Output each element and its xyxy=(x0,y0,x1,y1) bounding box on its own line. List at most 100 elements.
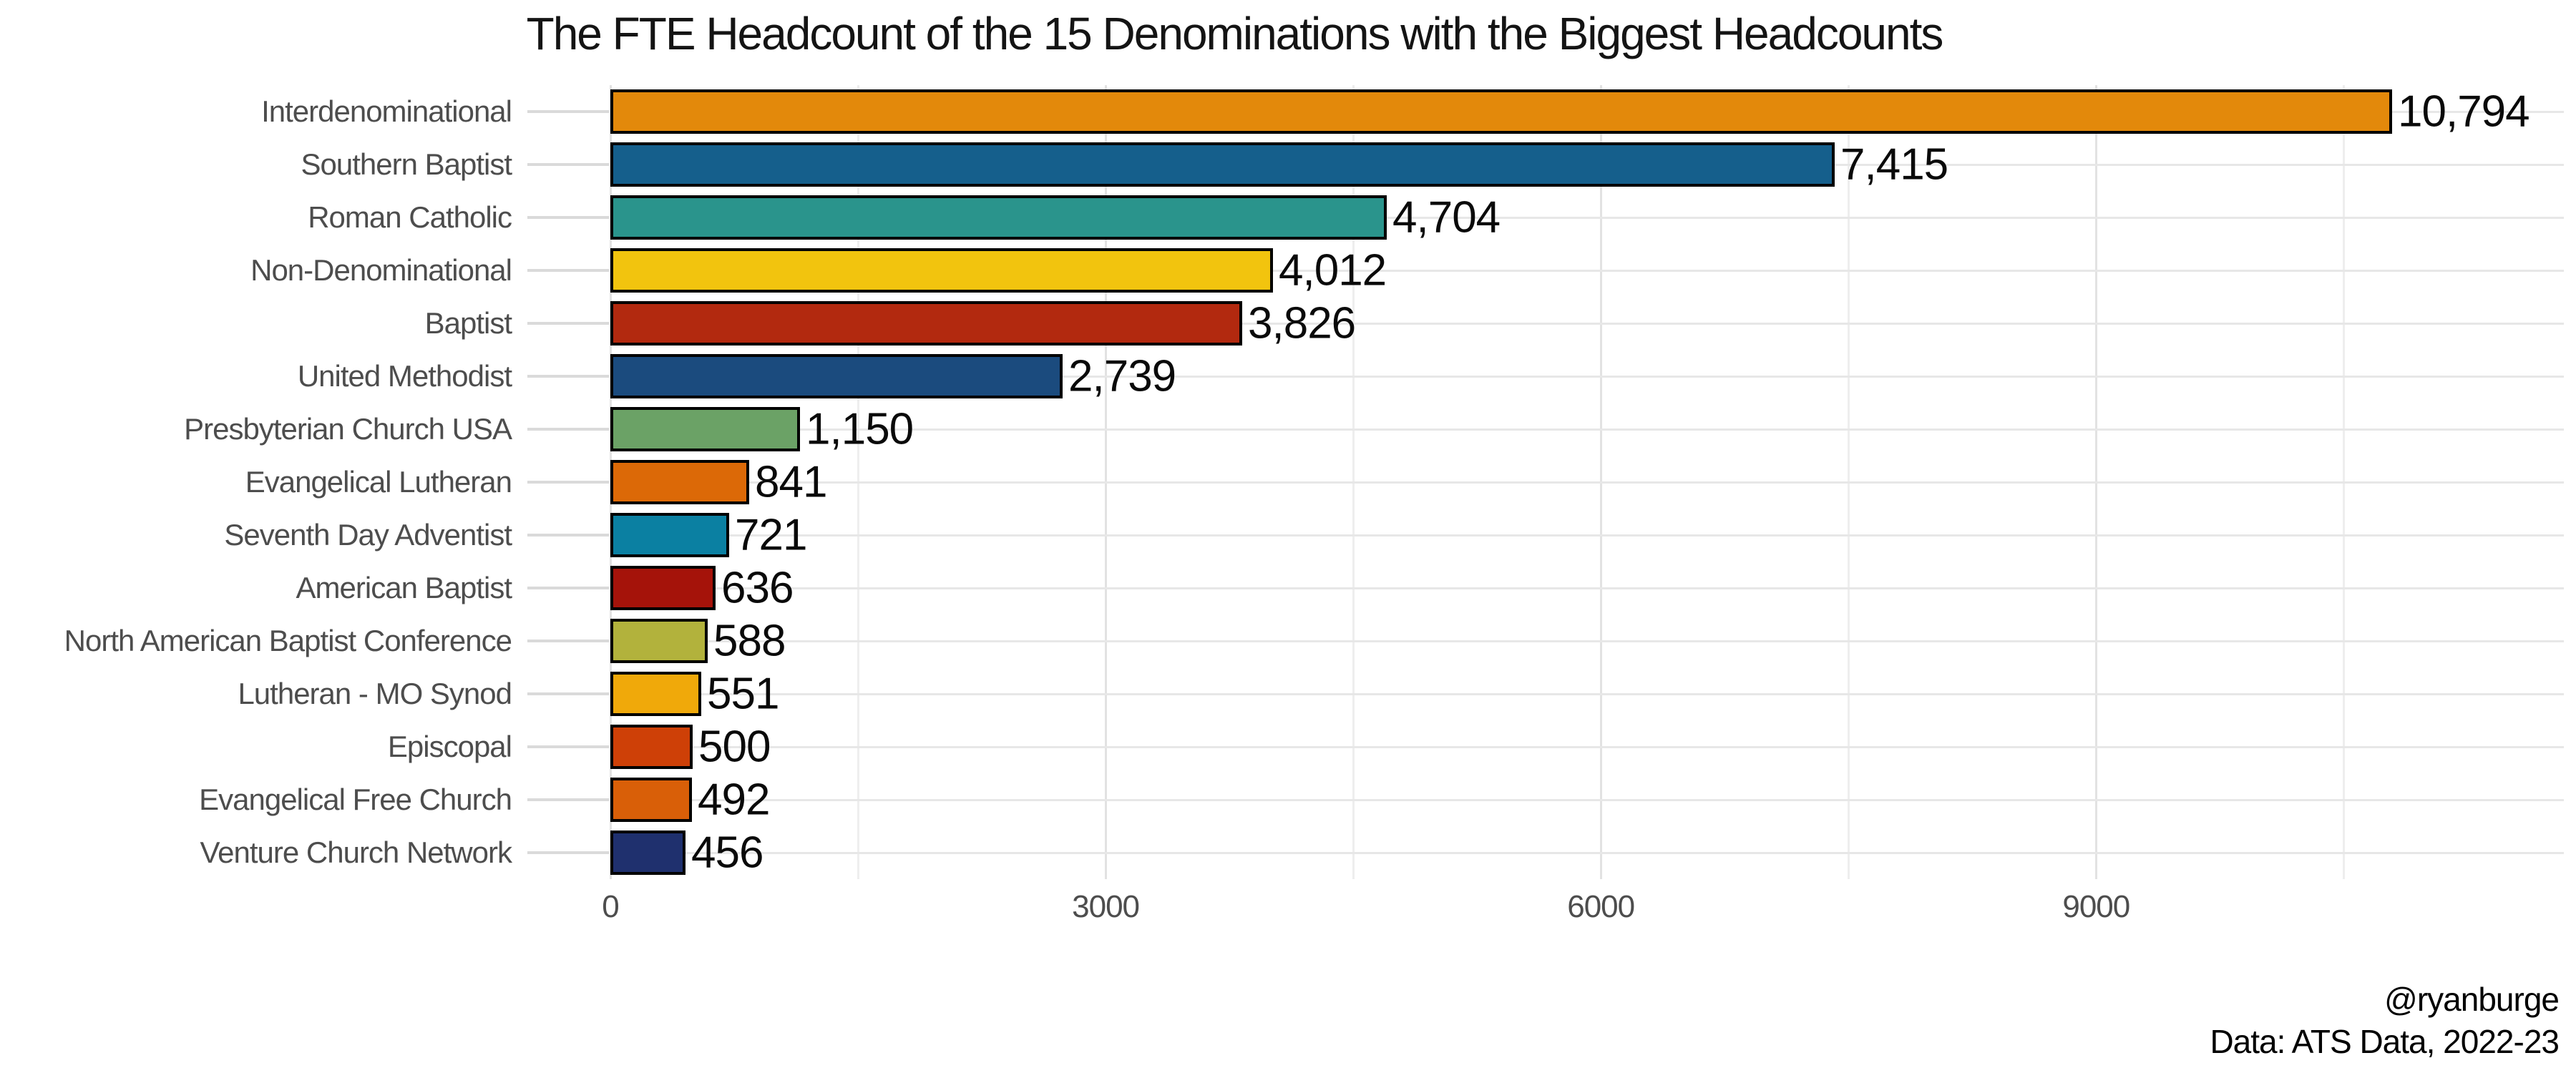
y-axis-label: Lutheran - MO Synod xyxy=(238,677,512,710)
y-axis-row: Southern Baptist xyxy=(0,138,610,191)
y-axis-label: Southern Baptist xyxy=(301,147,512,181)
y-axis-label: Baptist xyxy=(424,306,512,340)
category-gridline xyxy=(610,534,2564,536)
y-axis-tick xyxy=(527,322,609,325)
y-axis-label: Evangelical Lutheran xyxy=(245,465,512,499)
y-axis-tick xyxy=(527,216,609,219)
y-axis-tick xyxy=(527,481,609,484)
y-axis-label: Evangelical Free Church xyxy=(199,783,512,816)
bar-interdenominational xyxy=(610,89,2392,134)
y-axis-label: Episcopal xyxy=(387,730,512,763)
y-axis-row: Lutheran - MO Synod xyxy=(0,667,610,720)
bar-presbyterian-church-usa xyxy=(610,407,800,451)
y-axis-tick xyxy=(527,163,609,166)
bar-southern-baptist xyxy=(610,142,1835,187)
y-axis-tick xyxy=(527,375,609,378)
y-axis-label: Non-Denominational xyxy=(250,253,512,287)
caption-source: Data: ATS Data, 2022-23 xyxy=(2210,1022,2560,1060)
y-axis-tick xyxy=(527,587,609,589)
bar-value-label: 588 xyxy=(713,616,786,666)
y-axis-label: Seventh Day Adventist xyxy=(224,518,512,552)
category-gridline xyxy=(610,322,2564,325)
bar-non-denominational xyxy=(610,248,1273,293)
bar-episcopal xyxy=(610,725,693,769)
bar-value-label: 636 xyxy=(721,563,794,613)
y-axis-row: Evangelical Lutheran xyxy=(0,456,610,509)
bar-evangelical-lutheran xyxy=(610,460,749,504)
bar-value-label: 7,415 xyxy=(1840,139,1948,190)
bar-value-label: 10,794 xyxy=(2398,87,2530,137)
y-axis-row: Roman Catholic xyxy=(0,191,610,244)
y-axis-label: Interdenominational xyxy=(261,94,512,128)
category-gridline xyxy=(610,269,2564,272)
category-gridline xyxy=(610,798,2564,801)
bar-value-label: 721 xyxy=(735,510,807,560)
y-axis-row: Seventh Day Adventist xyxy=(0,509,610,562)
bar-american-baptist xyxy=(610,566,716,610)
bar-value-label: 4,704 xyxy=(1392,192,1501,242)
plot-panel: 10,794 7,415 4,704 4,012 3,826 2,739 1,150 841 7… xyxy=(610,85,2564,879)
category-gridline xyxy=(610,428,2564,431)
y-axis-label: American Baptist xyxy=(296,571,512,604)
y-axis-label: North American Baptist Conference xyxy=(64,624,512,657)
y-axis-tick xyxy=(527,269,609,272)
category-gridline xyxy=(610,692,2564,695)
bar-value-label: 1,150 xyxy=(806,404,914,454)
y-axis-labels: Interdenominational Southern Baptist Roman… xyxy=(0,85,610,879)
y-axis-row: Presbyterian Church USA xyxy=(0,403,610,456)
bar-value-label: 492 xyxy=(698,775,770,825)
y-axis-row: American Baptist xyxy=(0,562,610,614)
x-axis-tick-label: 9000 xyxy=(2062,889,2130,924)
y-axis-row: Evangelical Free Church xyxy=(0,773,610,826)
bar-value-label: 551 xyxy=(707,669,779,719)
bar-value-label: 841 xyxy=(755,457,827,507)
chart-title: The FTE Headcount of the 15 Denomination… xyxy=(526,8,1944,59)
category-gridline xyxy=(610,375,2564,378)
x-axis-labels: 0 3000 6000 9000 xyxy=(602,889,2564,932)
category-gridline xyxy=(610,587,2564,589)
y-axis-tick xyxy=(527,640,609,642)
y-axis-tick xyxy=(527,798,609,801)
caption: @ryanburge Data: ATS Data, 2022-23 xyxy=(2210,979,2560,1063)
bar-seventh-day-adventist xyxy=(610,513,729,557)
category-gridline xyxy=(610,216,2564,219)
y-axis-row: Interdenominational xyxy=(0,85,610,138)
y-axis-row: North American Baptist Conference xyxy=(0,614,610,667)
x-axis-tick-label: 6000 xyxy=(1567,889,1635,924)
y-axis-tick xyxy=(527,534,609,536)
x-axis-tick-label: 3000 xyxy=(1072,889,1140,924)
y-axis-row: Episcopal xyxy=(0,720,610,773)
y-axis-label: Venture Church Network xyxy=(200,836,512,869)
y-axis-label: Roman Catholic xyxy=(308,200,512,234)
bar-baptist xyxy=(610,301,1242,346)
y-axis-row: United Methodist xyxy=(0,350,610,403)
bar-north-american-baptist-conference xyxy=(610,619,708,663)
y-axis-row: Venture Church Network xyxy=(0,826,610,879)
category-gridline xyxy=(610,851,2564,854)
bar-value-label: 4,012 xyxy=(1279,245,1387,295)
bar-value-label: 2,739 xyxy=(1068,351,1176,401)
bar-value-label: 456 xyxy=(691,828,763,878)
y-axis-tick xyxy=(527,692,609,695)
category-gridline xyxy=(610,745,2564,748)
category-gridline xyxy=(610,640,2564,642)
y-axis-label: United Methodist xyxy=(297,359,512,393)
bar-lutheran-mo-synod xyxy=(610,672,701,716)
bar-united-methodist xyxy=(610,354,1063,398)
bar-value-label: 3,826 xyxy=(1248,298,1356,348)
caption-handle: @ryanburge xyxy=(2384,981,2560,1018)
y-axis-row: Baptist xyxy=(0,297,610,350)
y-axis-tick xyxy=(527,110,609,113)
bar-venture-church-network xyxy=(610,831,686,875)
y-axis-row: Non-Denominational xyxy=(0,244,610,297)
x-axis-tick-label: 0 xyxy=(602,889,620,924)
y-axis-tick xyxy=(527,745,609,748)
bar-evangelical-free-church xyxy=(610,778,692,822)
y-axis-label: Presbyterian Church USA xyxy=(184,412,512,446)
bar-value-label: 500 xyxy=(698,722,771,772)
y-axis-tick xyxy=(527,428,609,431)
y-axis-tick xyxy=(527,851,609,854)
category-gridline xyxy=(610,481,2564,484)
bar-roman-catholic xyxy=(610,195,1387,240)
